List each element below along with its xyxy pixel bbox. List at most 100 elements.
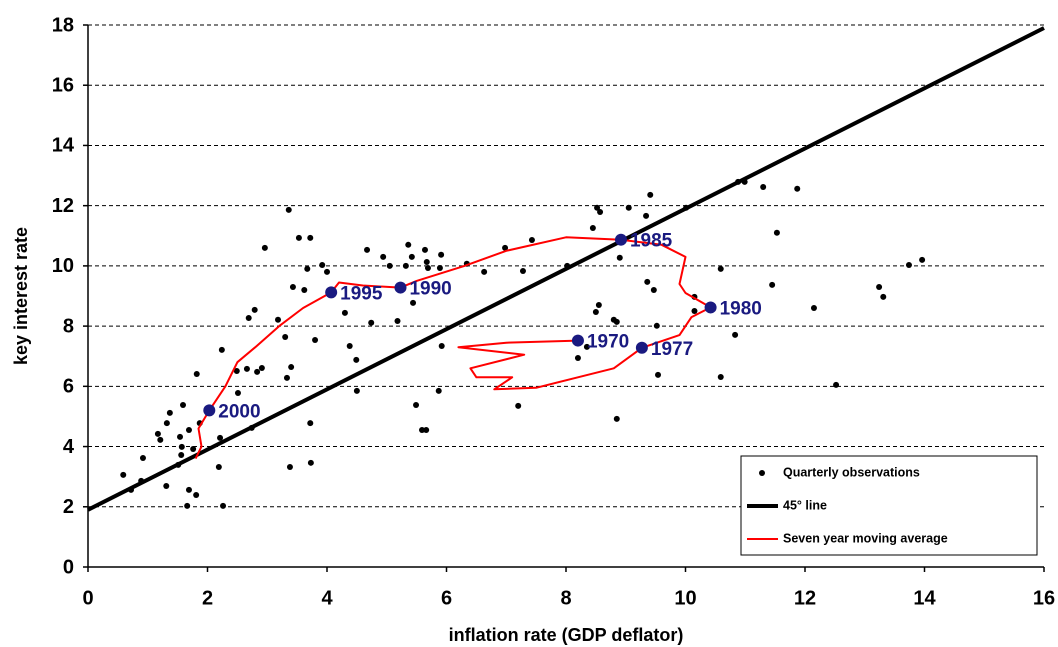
y-tick-label: 10 <box>52 255 74 277</box>
data-point <box>644 278 651 285</box>
y-tick-label: 16 <box>52 75 74 97</box>
x-tick-label: 0 <box>82 587 93 609</box>
x-tick-label: 6 <box>441 587 452 609</box>
data-point <box>655 371 662 378</box>
data-point <box>220 502 227 509</box>
data-point <box>177 433 184 440</box>
x-tick-label: 12 <box>794 587 816 609</box>
data-point <box>215 464 222 471</box>
data-point <box>285 206 292 213</box>
x-tick-label: 14 <box>913 587 936 609</box>
data-point <box>423 426 430 433</box>
legend-box <box>740 455 1038 556</box>
data-point <box>283 374 290 381</box>
data-point <box>319 261 326 268</box>
data-point <box>564 262 571 269</box>
data-point <box>166 409 173 416</box>
data-point <box>193 370 200 377</box>
data-point <box>594 204 601 211</box>
annotation-label: 1990 <box>409 279 451 300</box>
data-point <box>289 283 296 290</box>
data-point <box>683 204 690 211</box>
data-point <box>184 502 191 509</box>
y-tick-label: 0 <box>63 556 74 578</box>
data-point <box>157 436 164 443</box>
annotation-label: 1995 <box>340 283 383 304</box>
y-tick-label: 6 <box>63 376 74 398</box>
data-point <box>717 265 724 272</box>
data-point <box>643 212 650 219</box>
data-point <box>251 306 258 313</box>
data-point <box>341 309 348 316</box>
data-point <box>515 402 522 409</box>
data-point <box>435 387 442 394</box>
y-tick-label: 4 <box>63 436 75 458</box>
data-point <box>423 258 430 265</box>
data-point <box>424 264 431 271</box>
data-point <box>735 178 742 185</box>
data-point <box>353 356 360 363</box>
annotation-label: 1970 <box>587 332 629 353</box>
x-tick-label: 8 <box>560 587 571 609</box>
data-point <box>288 364 295 371</box>
data-point <box>481 268 488 275</box>
data-point <box>833 381 840 388</box>
y-tick-label: 14 <box>52 135 75 157</box>
data-point <box>324 268 330 275</box>
legend: Quarterly observations 45° line Seven year… <box>740 455 1038 556</box>
data-point <box>185 426 192 433</box>
data-point <box>410 299 417 306</box>
data-point <box>810 305 817 312</box>
y-tick-label: 12 <box>52 195 74 217</box>
annotation-point <box>325 286 338 299</box>
x-axis-title: inflation rate (GDP deflator) <box>449 625 684 645</box>
y-tick-label: 2 <box>63 496 74 518</box>
x-tick-label: 4 <box>321 587 333 609</box>
y-axis-title: key interest rate <box>11 227 31 365</box>
data-point <box>647 191 654 198</box>
data-point <box>589 224 596 231</box>
data-point <box>436 264 443 271</box>
data-point <box>346 342 353 349</box>
data-point <box>258 364 265 371</box>
data-point <box>402 262 409 269</box>
annotation-label: 1977 <box>651 339 693 360</box>
annotation-point <box>614 233 627 246</box>
data-point <box>419 426 426 433</box>
data-point <box>625 204 632 211</box>
data-point <box>301 286 308 293</box>
annotation-label: 1985 <box>630 231 673 252</box>
data-point <box>583 343 590 350</box>
data-point <box>275 316 282 323</box>
data-point <box>574 355 581 362</box>
x-tick-label: 10 <box>674 587 696 609</box>
data-point <box>178 451 185 458</box>
data-point <box>307 459 314 466</box>
x-tick-label: 16 <box>1033 587 1055 609</box>
data-point <box>193 492 200 499</box>
legend-label: Seven year moving average <box>783 531 948 545</box>
data-point <box>905 261 912 268</box>
data-point <box>128 486 135 493</box>
annotation-point <box>571 334 584 347</box>
data-point <box>120 471 127 478</box>
data-point <box>421 246 428 253</box>
data-point <box>408 253 415 260</box>
legend-label: Quarterly observations <box>783 465 920 479</box>
data-point <box>380 253 387 260</box>
data-point <box>741 178 748 185</box>
data-point <box>438 342 445 349</box>
data-point <box>386 262 393 269</box>
data-line <box>194 236 712 460</box>
data-point <box>794 185 801 192</box>
data-point <box>185 486 192 493</box>
data-point <box>650 286 657 293</box>
data-point <box>248 424 255 431</box>
annotation-label: 2000 <box>218 401 260 422</box>
data-point <box>528 236 535 243</box>
data-point <box>254 368 261 375</box>
data-point <box>653 322 660 329</box>
data-point <box>139 454 146 461</box>
data-point <box>190 445 197 452</box>
